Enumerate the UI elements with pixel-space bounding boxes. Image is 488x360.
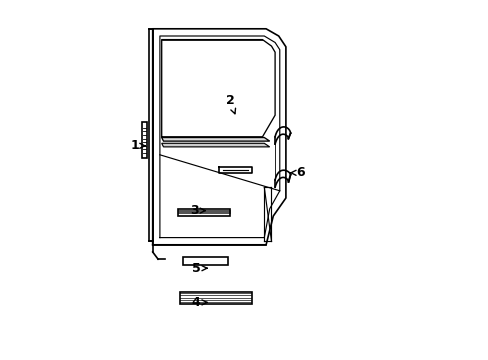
Text: 4: 4 (191, 296, 206, 309)
Text: 3: 3 (189, 204, 205, 217)
Text: 1: 1 (130, 139, 145, 152)
Text: 6: 6 (290, 166, 304, 179)
Text: 5: 5 (191, 262, 206, 275)
Polygon shape (162, 143, 269, 147)
Text: 2: 2 (225, 94, 235, 114)
Polygon shape (162, 138, 269, 141)
